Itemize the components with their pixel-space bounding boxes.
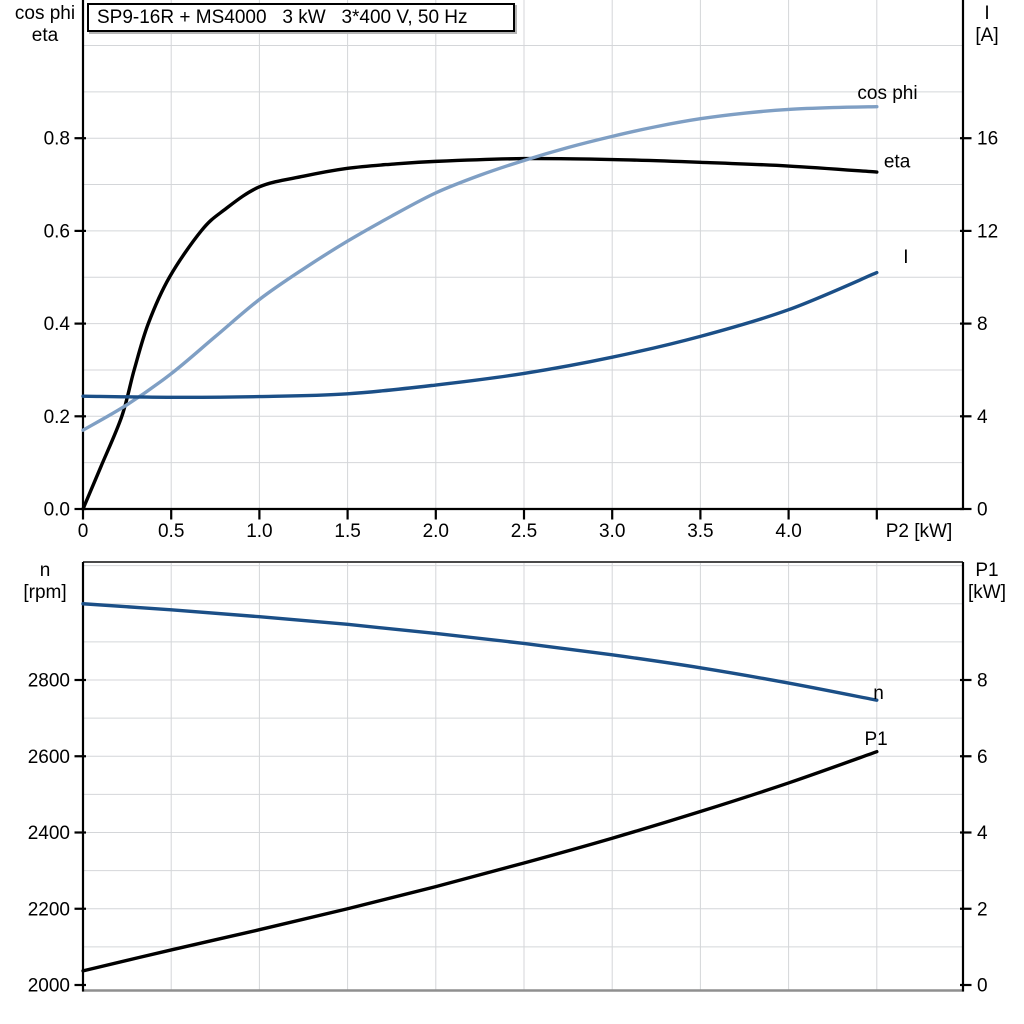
- left-tick-label: 2600: [28, 747, 70, 768]
- bottom-right-axis-title: P1 [kW]: [950, 560, 1024, 604]
- right-tick-label: 12: [977, 221, 998, 242]
- speed-axis-title-line2: [rpm]: [23, 582, 67, 603]
- right-tick-label: 0: [977, 976, 988, 997]
- top-right-axis-title: I [A]: [956, 3, 1018, 47]
- bottom-chart-svg: 2000 2200 2400 2600 2800 0 2 4 6 8 n P1: [28, 561, 988, 997]
- x-tick-label: 1.0: [246, 521, 272, 542]
- x-tick-label: 2.5: [511, 521, 537, 542]
- power-axis-title-line1: P1: [975, 560, 999, 581]
- right-tick-label: 0: [977, 500, 988, 521]
- x-tick-label: 0: [78, 521, 89, 542]
- right-axis-title-line1: I: [984, 3, 990, 24]
- curve-label-eta: eta: [884, 151, 911, 172]
- right-axis-title-line2: [A]: [975, 25, 999, 46]
- speed-axis-title-line1: n: [39, 560, 51, 581]
- power-axis-title-line2: [kW]: [968, 582, 1006, 603]
- curve-eta: [81, 156, 879, 511]
- curve-label-cos-phi: cos phi: [857, 83, 917, 104]
- curve-label-P1: P1: [864, 729, 887, 750]
- bottom-left-axis-title: n [rpm]: [6, 560, 84, 604]
- left-tick-label: 0.6: [44, 221, 70, 242]
- x-tick-label: 3.5: [687, 521, 713, 542]
- right-tick-label: 16: [977, 129, 998, 150]
- curve-label-I: I: [903, 247, 908, 268]
- curve-label-n: n: [873, 683, 884, 704]
- curve-cos-phi: [81, 104, 879, 432]
- top-left-axis-title: cos phi eta: [6, 3, 84, 47]
- curve-I: [81, 270, 879, 400]
- x-tick-label: 2.0: [423, 521, 449, 542]
- left-tick-label: 0.8: [44, 129, 70, 150]
- top-chart-svg: 0.0 0.2 0.4 0.6 0.8 0 4 8 12 16 0 0.5 1.0 1.5 2.0 2.5 3.…: [44, 0, 998, 542]
- right-tick-label: 4: [977, 823, 988, 844]
- chart-title-box: SP9-16R + MS4000 3 kW 3*400 V, 50 Hz: [87, 3, 515, 32]
- left-tick-label: 2000: [28, 976, 70, 997]
- left-tick-label: 2400: [28, 823, 70, 844]
- x-tick-label: 0.5: [158, 521, 184, 542]
- right-tick-label: 6: [977, 747, 988, 768]
- curve-P1: [81, 749, 879, 973]
- left-tick-label: 2800: [28, 671, 70, 692]
- curve-n: [81, 602, 879, 702]
- left-tick-label: 0.0: [44, 500, 70, 521]
- x-tick-label: 4.0: [775, 521, 801, 542]
- right-tick-label: 2: [977, 899, 988, 920]
- x-tick-label: 1.5: [334, 521, 360, 542]
- x-axis-label: P2 [kW]: [886, 521, 953, 542]
- left-axis-title-line2: eta: [31, 25, 59, 46]
- x-tick-label: 3.0: [599, 521, 625, 542]
- right-tick-label: 4: [977, 407, 988, 428]
- left-tick-label: 2200: [28, 899, 70, 920]
- left-axis-title-line1: cos phi: [14, 3, 76, 24]
- left-tick-label: 0.4: [44, 314, 71, 335]
- left-tick-label: 0.2: [44, 407, 70, 428]
- right-tick-label: 8: [977, 314, 988, 335]
- right-tick-label: 8: [977, 671, 988, 692]
